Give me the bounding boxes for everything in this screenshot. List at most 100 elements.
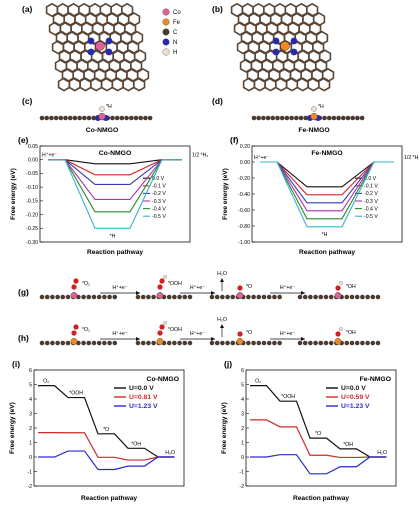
- hexagon-ring: [89, 77, 103, 92]
- panel-label-g: (g): [18, 287, 29, 297]
- oxygen-atom: [237, 331, 243, 337]
- carbon-atom: [140, 294, 146, 300]
- carbon-atom: [91, 340, 97, 346]
- panel-labels-top: (a) (b): [22, 4, 223, 14]
- carbon-atom: [146, 340, 151, 346]
- hexagon-ring: [136, 67, 150, 83]
- reaction-step-label: H⁺+e⁻: [112, 331, 127, 337]
- nitrogen-atom: [272, 48, 280, 56]
- y-tick-label: 0: [241, 455, 244, 461]
- state-label: H₂O: [377, 450, 387, 456]
- y-axis-label: Free energy (eV): [221, 402, 228, 454]
- oxygen-atom: [157, 284, 163, 290]
- carbon-atom: [256, 115, 261, 121]
- carbon-atom: [225, 340, 230, 346]
- metal-atom: [236, 338, 244, 345]
- carbon-atom: [55, 294, 60, 300]
- water-label: H₂O: [217, 317, 227, 323]
- state-label: *OOH: [69, 391, 83, 397]
- legend-label: U=0.0 V: [129, 385, 154, 392]
- y-tick-label: 1: [241, 440, 244, 446]
- orr-chart-co-nmgo: (i) 6 5 4 3 2 1 0 -1 -2 Free energy (eV) Reaction p…: [9, 359, 185, 502]
- carbon-atom: [370, 340, 376, 346]
- carbon-atom: [297, 294, 303, 300]
- legend-label: U=0.59 V: [341, 394, 370, 401]
- state-label: *O: [315, 431, 321, 437]
- state-label: *OH: [343, 442, 353, 448]
- nitrogen-atom: [290, 37, 298, 45]
- legend-label: 0.0 V: [152, 176, 165, 182]
- y-tick-label: 5: [241, 382, 244, 388]
- carbon-atom: [65, 294, 71, 300]
- carbon-atom: [261, 340, 267, 346]
- carbon-atom: [177, 294, 182, 300]
- x-axis-label: Reaction pathway: [81, 495, 137, 502]
- carbon-atom: [112, 294, 118, 300]
- oxygen-atom: [73, 278, 79, 284]
- legend-atom-swatch: [162, 18, 170, 26]
- carbon-atom: [359, 115, 365, 121]
- carbon-atom: [298, 115, 304, 121]
- carbon-atom: [182, 340, 188, 346]
- carbon-atom: [135, 294, 141, 300]
- y-tick-label: 1: [29, 440, 32, 446]
- hydrogen-atom: [99, 106, 105, 112]
- hexagon-ring: [68, 77, 81, 92]
- series-line: [38, 450, 175, 471]
- water-release-arrow-head: [220, 278, 224, 282]
- y-tick-label: 6: [29, 368, 32, 374]
- x-axis-label: Reaction pathway: [87, 249, 143, 256]
- carbon-atom: [275, 115, 280, 121]
- carbon-atom: [72, 115, 78, 121]
- carbon-atom: [96, 294, 102, 300]
- start-state-label: H⁺+e⁻: [42, 153, 57, 159]
- series-line: [48, 159, 182, 229]
- carbon-atom: [251, 294, 256, 300]
- side-view-caption: Co-NMGO: [86, 127, 118, 134]
- carbon-atom: [39, 115, 45, 121]
- hydrogen-atom: [162, 320, 167, 325]
- carbon-atom: [345, 115, 351, 121]
- carbon-atom: [114, 115, 120, 121]
- legend-atom-swatch: [162, 48, 170, 56]
- carbon-atom: [365, 294, 370, 300]
- end-state-label: 1/2 *H₂: [404, 155, 419, 161]
- metal-atom: [280, 41, 290, 51]
- orr-chart-fe-nmgo: (j) 6 5 4 3 2 1 0 -1 -2 Free energy (eV) Reaction p…: [221, 359, 397, 502]
- y-tick-label: -0.10: [26, 185, 38, 191]
- y-axis-label: Free energy (eV): [222, 168, 229, 220]
- carbon-atom: [354, 294, 360, 300]
- state-label: *OH: [131, 441, 141, 447]
- y-tick-label: 6: [241, 368, 244, 374]
- hydrogen-atom: [162, 274, 167, 279]
- nitrogen-atom: [87, 37, 95, 45]
- carbon-atom: [328, 340, 334, 346]
- her-chart-fe-nmgo: (f)0.20 0.00 -0.20 -0.40 -0.60 -0.80 -1.00 Free…: [222, 135, 419, 256]
- hydrogen-atom: [311, 106, 317, 112]
- y-tick-label: 0.00: [28, 158, 38, 164]
- carbon-atom: [297, 340, 303, 346]
- y-tick-label: 4: [241, 397, 244, 403]
- carbon-atom: [50, 340, 55, 346]
- carbon-atom: [147, 115, 153, 121]
- series-line: [38, 385, 175, 458]
- plot-frame: [251, 145, 403, 243]
- water-label: H₂O: [217, 271, 227, 277]
- legend-label: -0.3 V: [152, 199, 166, 205]
- chart-title: Co-NMGO: [99, 150, 131, 157]
- oxygen-atom: [159, 324, 165, 330]
- carbon-atom: [96, 340, 102, 346]
- carbon-atom: [166, 294, 172, 300]
- legend-label: -0.4 V: [364, 206, 378, 212]
- y-tick-label: -0.30: [26, 240, 38, 246]
- legend-atom-label: Fe: [173, 20, 181, 26]
- carbon-atom: [146, 294, 151, 300]
- carbon-atom: [272, 294, 277, 300]
- panel-label-i: (i): [12, 359, 20, 369]
- carbon-atom: [270, 115, 276, 121]
- carbon-atom: [326, 115, 332, 121]
- carbon-atom: [166, 340, 172, 346]
- carbon-atom: [349, 340, 355, 346]
- carbon-atom: [302, 340, 308, 346]
- legend-atom-swatch: [162, 38, 170, 46]
